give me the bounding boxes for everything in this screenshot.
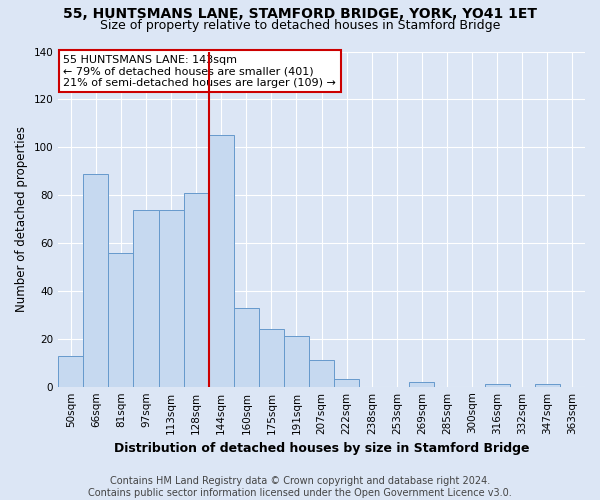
Bar <box>485 384 510 386</box>
Bar <box>409 382 434 386</box>
Bar <box>209 136 234 386</box>
Bar <box>234 308 259 386</box>
Bar <box>158 210 184 386</box>
Bar <box>284 336 309 386</box>
Bar <box>133 210 158 386</box>
Bar <box>309 360 334 386</box>
X-axis label: Distribution of detached houses by size in Stamford Bridge: Distribution of detached houses by size … <box>114 442 529 455</box>
Bar <box>259 329 284 386</box>
Text: Contains HM Land Registry data © Crown copyright and database right 2024.
Contai: Contains HM Land Registry data © Crown c… <box>88 476 512 498</box>
Text: 55 HUNTSMANS LANE: 143sqm
← 79% of detached houses are smaller (401)
21% of semi: 55 HUNTSMANS LANE: 143sqm ← 79% of detac… <box>64 55 337 88</box>
Bar <box>334 380 359 386</box>
Bar <box>83 174 109 386</box>
Bar <box>535 384 560 386</box>
Bar <box>109 252 133 386</box>
Y-axis label: Number of detached properties: Number of detached properties <box>15 126 28 312</box>
Bar <box>184 193 209 386</box>
Bar <box>58 356 83 386</box>
Text: Size of property relative to detached houses in Stamford Bridge: Size of property relative to detached ho… <box>100 18 500 32</box>
Text: 55, HUNTSMANS LANE, STAMFORD BRIDGE, YORK, YO41 1ET: 55, HUNTSMANS LANE, STAMFORD BRIDGE, YOR… <box>63 8 537 22</box>
